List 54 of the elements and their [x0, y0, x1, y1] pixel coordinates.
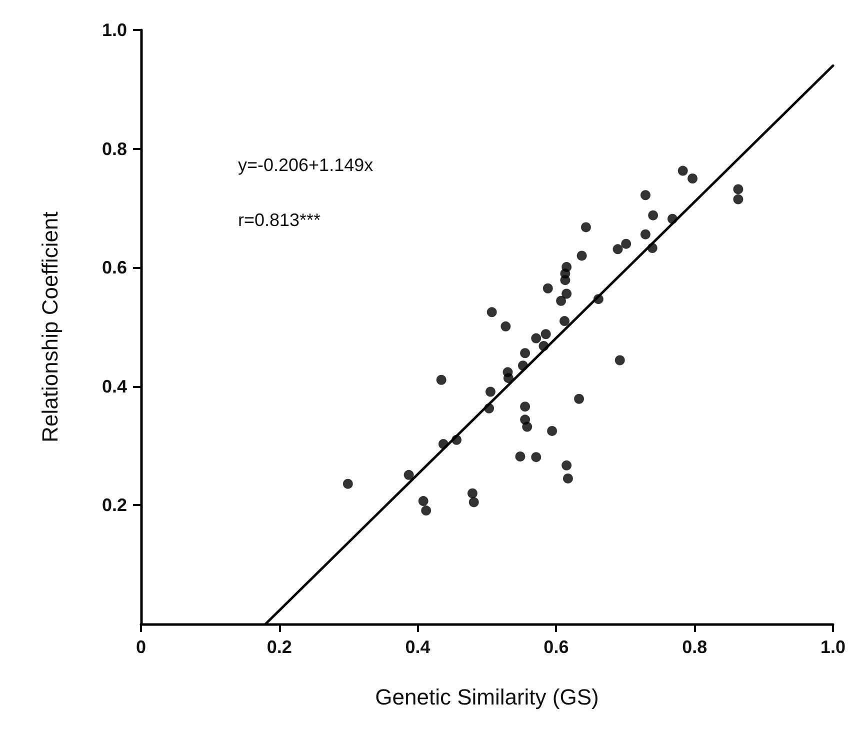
- point: [485, 386, 496, 397]
- point: [531, 333, 542, 344]
- point: [580, 222, 591, 232]
- point: [503, 373, 514, 384]
- point: [621, 238, 632, 249]
- point: [640, 229, 650, 240]
- point: [540, 329, 551, 340]
- y-tick-label: 0.8: [102, 138, 127, 159]
- point: [531, 452, 542, 462]
- point: [574, 394, 584, 404]
- point: [556, 296, 566, 306]
- y-tick-label: 1.0: [102, 20, 127, 40]
- annotation: y=-0.206+1.149x: [238, 155, 374, 175]
- x-tick-label: 0.6: [544, 637, 569, 657]
- point: [520, 402, 530, 412]
- x-tick-label: 0.4: [405, 637, 430, 657]
- point: [648, 210, 658, 220]
- point: [522, 422, 532, 432]
- point: [562, 460, 572, 470]
- x-tick-label: 1.0: [820, 637, 846, 657]
- point: [612, 244, 623, 254]
- y-tick-label: 0.6: [102, 258, 127, 278]
- point: [520, 348, 530, 358]
- point: [468, 497, 479, 508]
- point: [733, 184, 744, 194]
- annotation: r=0.813***: [238, 210, 321, 230]
- point: [688, 174, 698, 184]
- point: [560, 316, 570, 326]
- point: [640, 190, 650, 200]
- point: [542, 283, 553, 294]
- y-tick-label: 0.2: [102, 495, 127, 516]
- point: [547, 426, 558, 436]
- point: [342, 478, 353, 489]
- point: [500, 321, 511, 332]
- y-tick-label: 0.4: [102, 376, 127, 396]
- point: [515, 451, 526, 462]
- x-tick-label: 0.8: [682, 637, 708, 657]
- point: [467, 488, 478, 498]
- point: [404, 470, 414, 480]
- point: [614, 355, 625, 366]
- point: [678, 166, 688, 176]
- point: [436, 374, 446, 385]
- x-tick-label: 0: [136, 637, 146, 657]
- point: [418, 496, 428, 506]
- point: [486, 307, 497, 318]
- x-tick-label: 0.2: [266, 637, 292, 657]
- point: [560, 275, 570, 286]
- point: [421, 506, 432, 516]
- point: [733, 194, 744, 204]
- point: [562, 473, 573, 484]
- y-axis-title: Relationship Coefficient: [38, 212, 62, 442]
- x-axis-title: Genetic Similarity (GS): [375, 684, 599, 710]
- point: [576, 250, 587, 261]
- point: [562, 288, 572, 299]
